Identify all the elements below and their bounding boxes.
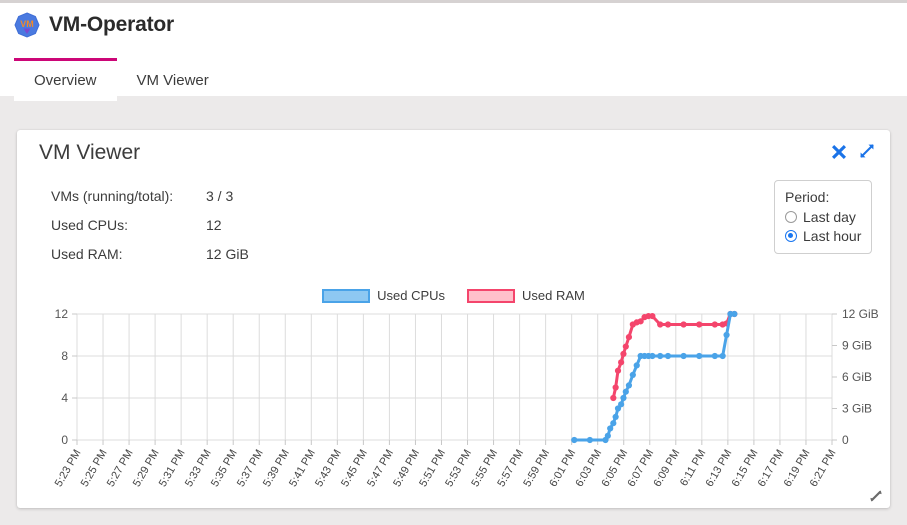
legend-label-used-cpus: Used CPUs — [377, 288, 446, 303]
brand: VM VM-Operator — [14, 12, 174, 38]
expand-icon[interactable] — [858, 142, 876, 160]
vm-info-table: VMs (running/total): 3 / 3 Used CPUs: 12… — [51, 188, 249, 275]
period-selector: Period: Last day Last hour — [774, 180, 872, 254]
legend-item-used-ram[interactable]: Used RAM — [467, 288, 585, 303]
radio-last-hour[interactable] — [785, 230, 797, 242]
app-header: VM VM-Operator Overview VM Viewer — [0, 0, 907, 101]
svg-text:9 GiB: 9 GiB — [842, 339, 872, 353]
legend-swatch-used-ram — [467, 288, 516, 303]
info-value-used-cpus: 12 — [206, 217, 222, 233]
usage-chart[interactable]: 0 4 8 12 0 3 GiB 6 GiB 9 GiB 12 GiB 5:23 PM 5:25 P… — [17, 306, 890, 506]
card-title: VM Viewer — [39, 141, 141, 164]
svg-text:0: 0 — [61, 433, 68, 447]
card-actions — [830, 142, 876, 160]
vm-operator-logo-icon: VM — [14, 12, 40, 38]
main-tabs: Overview VM Viewer — [14, 58, 229, 101]
period-title: Period: — [785, 189, 830, 205]
info-value-used-ram: 12 GiB — [206, 246, 249, 262]
chart-legend: Used CPUs Used RAM — [17, 288, 890, 303]
table-row: Used RAM: 12 GiB — [51, 246, 249, 275]
period-option-last-day-label: Last day — [803, 209, 856, 225]
close-icon[interactable] — [830, 142, 848, 160]
svg-text:VM: VM — [20, 19, 34, 29]
info-label-used-ram: Used RAM: — [51, 246, 123, 262]
brand-title: VM-Operator — [49, 13, 174, 36]
period-option-last-hour-label: Last hour — [803, 228, 862, 244]
svg-text:12: 12 — [55, 307, 69, 321]
tab-vm-viewer-label: VM Viewer — [136, 72, 209, 89]
tab-overview-label: Overview — [34, 72, 97, 89]
info-value-vms: 3 / 3 — [206, 188, 234, 204]
svg-text:12 GiB: 12 GiB — [842, 307, 879, 321]
svg-text:8: 8 — [61, 349, 68, 363]
svg-text:6 GiB: 6 GiB — [842, 370, 872, 384]
period-option-last-day[interactable]: Last day — [785, 209, 861, 225]
svg-text:4: 4 — [61, 391, 68, 405]
period-option-last-hour[interactable]: Last hour — [785, 228, 861, 244]
radio-last-day[interactable] — [785, 211, 797, 223]
info-label-used-cpus: Used CPUs: — [51, 217, 129, 233]
legend-swatch-used-cpus — [322, 288, 371, 303]
legend-item-used-cpus[interactable]: Used CPUs — [322, 288, 445, 303]
svg-text:3 GiB: 3 GiB — [842, 402, 872, 416]
svg-text:0: 0 — [842, 433, 849, 447]
resize-handle-icon[interactable] — [868, 488, 884, 504]
legend-label-used-ram: Used RAM — [522, 288, 585, 303]
info-label-vms: VMs (running/total): — [51, 188, 174, 204]
table-row: VMs (running/total): 3 / 3 — [51, 188, 249, 217]
vm-viewer-card: VM Viewer VMs (running/total): 3 / 3 — [17, 130, 890, 508]
tab-vm-viewer[interactable]: VM Viewer — [117, 58, 229, 101]
tab-overview[interactable]: Overview — [14, 58, 117, 101]
table-row: Used CPUs: 12 — [51, 217, 249, 246]
